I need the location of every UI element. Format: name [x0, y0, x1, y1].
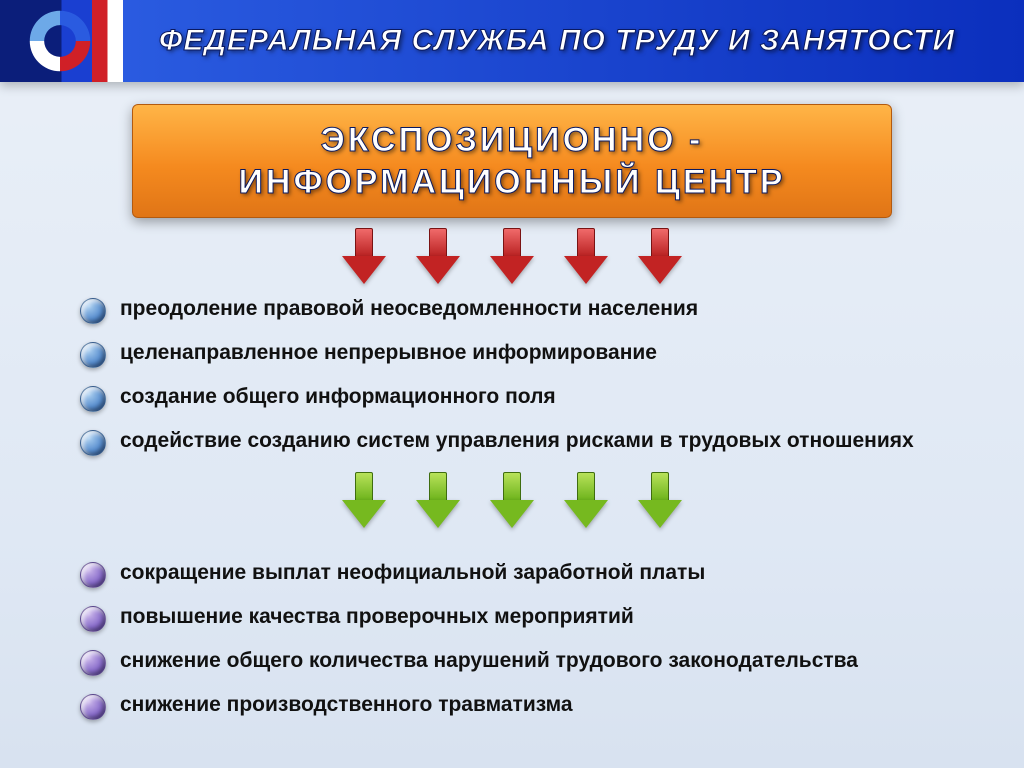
bullet-text: сокращение выплат неофициальной заработн…	[120, 560, 705, 586]
down-arrow-icon	[638, 472, 682, 532]
list-item: преодоление правовой неосведомленности н…	[80, 296, 984, 324]
arrow-row-green	[0, 472, 1024, 532]
list-item: снижение общего количества нарушений тру…	[80, 648, 984, 676]
bullet-icon	[80, 650, 106, 676]
bullet-icon	[80, 562, 106, 588]
title-line-2: ИНФОРМАЦИОННЫЙ ЦЕНТР	[238, 161, 785, 204]
down-arrow-icon	[490, 228, 534, 288]
list-item: снижение производственного травматизма	[80, 692, 984, 720]
list-item: сокращение выплат неофициальной заработн…	[80, 560, 984, 588]
bullet-text: целенаправленное непрерывное информирова…	[120, 340, 657, 366]
bullets-goals: преодоление правовой неосведомленности н…	[80, 296, 984, 472]
down-arrow-icon	[638, 228, 682, 288]
bullet-icon	[80, 342, 106, 368]
main-title-box: ЭКСПОЗИЦИОННО - ИНФОРМАЦИОННЫЙ ЦЕНТР	[132, 104, 892, 218]
list-item: создание общего информационного поля	[80, 384, 984, 412]
header-band: ФЕДЕРАЛЬНАЯ СЛУЖБА ПО ТРУДУ И ЗАНЯТОСТИ	[0, 0, 1024, 82]
list-item: повышение качества проверочных мероприят…	[80, 604, 984, 632]
down-arrow-icon	[416, 228, 460, 288]
header-title: ФЕДЕРАЛЬНАЯ СЛУЖБА ПО ТРУДУ И ЗАНЯТОСТИ	[120, 24, 1024, 58]
bullets-outcomes: сокращение выплат неофициальной заработн…	[80, 560, 984, 736]
bullet-text: снижение общего количества нарушений тру…	[120, 648, 858, 674]
down-arrow-icon	[564, 472, 608, 532]
bullet-icon	[80, 386, 106, 412]
bullet-text: содействие созданию систем управления ри…	[120, 428, 914, 454]
down-arrow-icon	[564, 228, 608, 288]
bullet-icon	[80, 694, 106, 720]
down-arrow-icon	[342, 228, 386, 288]
agency-logo	[0, 0, 120, 82]
logo-swirl-icon	[24, 5, 96, 77]
down-arrow-icon	[490, 472, 534, 532]
bullet-icon	[80, 606, 106, 632]
bullet-text: преодоление правовой неосведомленности н…	[120, 296, 698, 322]
down-arrow-icon	[342, 472, 386, 532]
bullet-text: повышение качества проверочных мероприят…	[120, 604, 634, 630]
arrow-row-red	[0, 228, 1024, 288]
bullet-text: создание общего информационного поля	[120, 384, 556, 410]
title-line-1: ЭКСПОЗИЦИОННО -	[321, 119, 704, 162]
bullet-text: снижение производственного травматизма	[120, 692, 573, 718]
list-item: целенаправленное непрерывное информирова…	[80, 340, 984, 368]
down-arrow-icon	[416, 472, 460, 532]
bullet-icon	[80, 430, 106, 456]
list-item: содействие созданию систем управления ри…	[80, 428, 984, 456]
bullet-icon	[80, 298, 106, 324]
